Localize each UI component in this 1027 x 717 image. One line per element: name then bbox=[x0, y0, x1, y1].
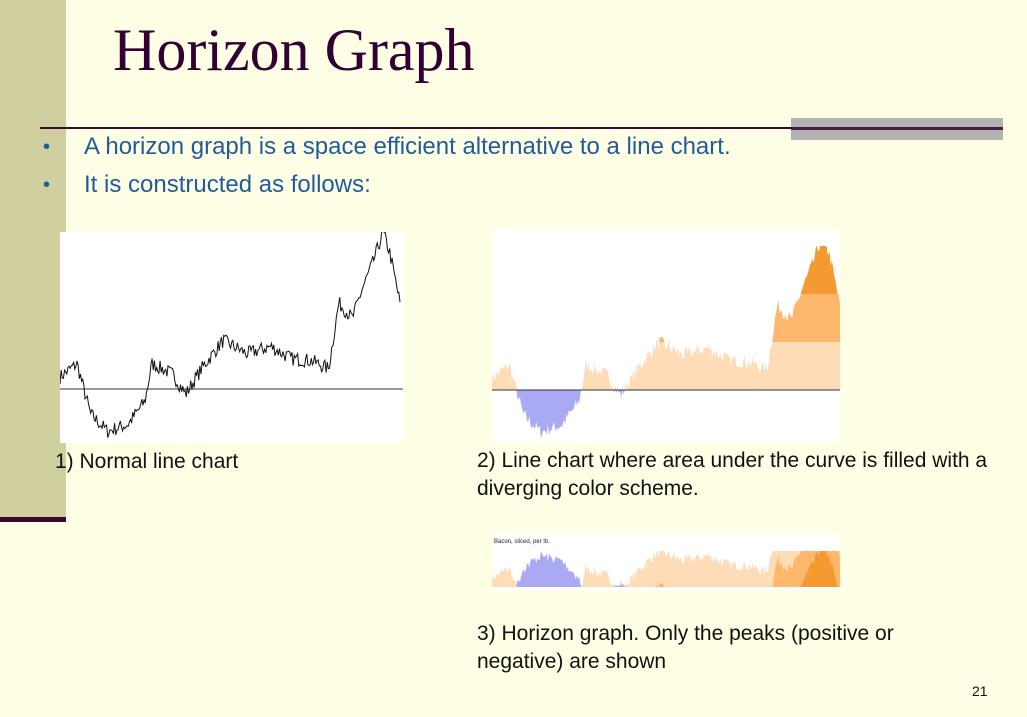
horizon-graph-label: Bacon, sliced, per lb. bbox=[494, 539, 550, 545]
decorative-side-bar bbox=[0, 0, 66, 519]
line-chart-image bbox=[59, 228, 403, 438]
caption-line-chart: 1) Normal line chart bbox=[55, 450, 239, 473]
figure-horizon-graph: Bacon, sliced, per lb. bbox=[492, 534, 840, 590]
side-bar-base-line bbox=[0, 517, 66, 522]
horizon-graph-image: Bacon, sliced, per lb. bbox=[492, 539, 840, 587]
horizon-positive-band-3 bbox=[492, 551, 840, 587]
caption-area-chart: 2) Line chart where area under the curve… bbox=[477, 449, 988, 500]
bullet-text: A horizon graph is a space efficient alt… bbox=[84, 133, 731, 160]
positive-band-3 bbox=[492, 246, 840, 294]
figure-area-chart bbox=[492, 230, 840, 442]
caption-horizon-graph: 3) Horizon graph. Only the peaks (positi… bbox=[477, 622, 894, 673]
negative-area bbox=[492, 390, 840, 439]
slide-title: Horizon Graph bbox=[113, 17, 475, 83]
bullet-icon: • bbox=[43, 174, 51, 196]
positive-band-1 bbox=[492, 342, 840, 390]
horizon-positive-band-1 bbox=[492, 551, 840, 587]
positive-band-2 bbox=[492, 294, 840, 342]
series-line bbox=[59, 228, 401, 438]
title-rule bbox=[40, 127, 1003, 129]
area-chart-image bbox=[492, 246, 840, 439]
bullet-icon: • bbox=[43, 136, 51, 158]
title-accent-line bbox=[791, 127, 1003, 130]
bullet-text: It is constructed as follows: bbox=[84, 171, 371, 198]
figure-line-chart bbox=[59, 228, 403, 443]
horizon-negative-band bbox=[492, 551, 840, 587]
page-number: 21 bbox=[972, 683, 988, 699]
